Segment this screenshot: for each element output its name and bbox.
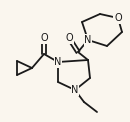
Text: O: O bbox=[114, 13, 122, 23]
Text: O: O bbox=[65, 33, 73, 43]
Text: O: O bbox=[40, 33, 48, 43]
Text: N: N bbox=[84, 35, 92, 45]
Text: N: N bbox=[54, 57, 62, 67]
Text: N: N bbox=[71, 85, 79, 95]
